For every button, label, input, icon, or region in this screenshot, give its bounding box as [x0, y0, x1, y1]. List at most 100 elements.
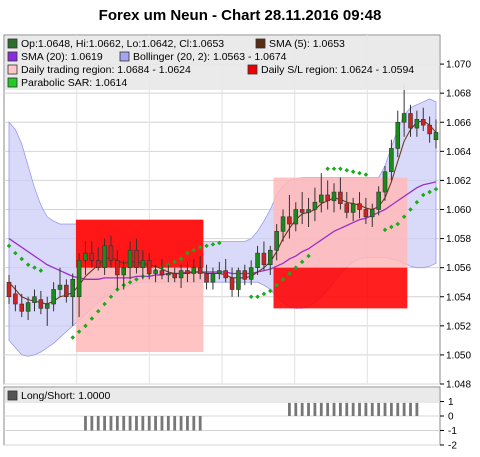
candle-body — [153, 270, 158, 274]
candle-body — [172, 273, 177, 279]
y-tick-label: 1.058 — [446, 234, 471, 245]
candle-body — [350, 203, 356, 213]
candle-body — [299, 209, 305, 213]
legend-swatch — [7, 38, 18, 49]
long-short-bar — [294, 401, 298, 416]
sub-y-tick-label: 1 — [448, 397, 454, 408]
long-short-bar — [389, 401, 393, 416]
legend: Op:1.0648, Hi:1.0662, Lo:1.0642, Cl:1.06… — [5, 36, 439, 90]
candle-body — [127, 249, 133, 268]
sar-dot — [414, 199, 420, 205]
legend-swatch — [247, 64, 258, 75]
long-short-bar — [84, 416, 87, 431]
candle-body — [64, 284, 69, 298]
candle-body — [159, 270, 165, 276]
y-tick-label: 1.066 — [446, 118, 471, 129]
candle-body — [178, 270, 184, 279]
candle-body — [121, 267, 126, 276]
long-short-bar — [326, 401, 330, 416]
legend-swatch — [7, 64, 18, 75]
sar-dot — [363, 172, 369, 177]
candle-body — [166, 273, 171, 276]
sub-y-tick-label: -2 — [448, 441, 457, 452]
legend-swatch — [255, 38, 266, 49]
long-short-bar — [135, 416, 138, 431]
sar-dot — [357, 170, 362, 176]
long-short-bar — [288, 401, 291, 416]
long-short-bar — [122, 416, 126, 431]
legend-swatch — [7, 77, 18, 88]
sar-dot — [299, 259, 305, 265]
long-short-bar — [141, 416, 145, 431]
long-short-bar — [300, 401, 304, 416]
sar-dot — [134, 277, 139, 282]
chart-title: Forex um Neun - Chart 28.11.2016 09:48 — [99, 7, 382, 24]
candle-body — [95, 260, 101, 268]
candle-body — [408, 113, 413, 129]
long-short-bars — [84, 401, 419, 431]
sar-dot — [401, 214, 407, 220]
sl-region — [75, 219, 204, 268]
long-short-bar — [409, 401, 412, 416]
candle-body — [293, 209, 299, 225]
candle-body — [331, 191, 337, 202]
legend-label: Daily S/L region: 1.0624 - 1.0594 — [261, 64, 414, 76]
regions — [75, 177, 408, 353]
long-short-bar — [109, 416, 113, 431]
candle-body — [389, 148, 394, 172]
candle-body — [134, 249, 139, 268]
long-short-bar — [345, 401, 349, 416]
candle-body — [427, 124, 432, 135]
candle-body — [344, 203, 350, 213]
sub-y-tick-label: -1 — [448, 426, 457, 437]
y-tick-label: 1.060 — [446, 205, 471, 216]
long-short-bar — [192, 416, 196, 431]
y-axis-ticks: 1.070 1.068 1.066 1.064 1.062 1.060 1.058 1.056… — [440, 60, 471, 391]
candle-body — [217, 270, 222, 274]
sub-legend: Long/Short: 1.0000 — [5, 388, 439, 403]
long-short-bar — [332, 401, 336, 416]
candle-body — [382, 171, 388, 193]
sar-dot — [127, 279, 133, 285]
sar-dot — [255, 294, 260, 300]
sar-dot — [274, 282, 279, 288]
sar-dot — [248, 294, 254, 300]
candle-body — [140, 260, 146, 268]
candle-body — [363, 209, 369, 218]
y-tick-label: 1.070 — [446, 60, 471, 71]
legend-swatch — [7, 51, 18, 62]
candle-body — [13, 293, 18, 305]
sar-dot — [172, 259, 177, 265]
candle-body — [210, 273, 216, 283]
legend-label: Op:1.0648, Hi:1.0662, Lo:1.0642, Cl:1.06… — [21, 38, 224, 50]
y-tick-label: 1.062 — [446, 176, 471, 187]
candle-body — [369, 209, 375, 218]
legend-label: SMA (5): 1.0653 — [269, 38, 345, 50]
candle-body — [325, 194, 330, 202]
candle-body — [306, 209, 311, 213]
candle-body — [229, 277, 235, 290]
y-tick-label: 1.052 — [446, 321, 471, 332]
long-short-bar — [402, 401, 406, 416]
sar-dot — [268, 288, 273, 294]
candle-body — [57, 284, 63, 290]
candle-body — [197, 267, 203, 274]
y-tick-label: 1.064 — [446, 147, 471, 158]
sar-dot — [32, 265, 37, 270]
y-tick-label: 1.068 — [446, 89, 471, 100]
sar-dot — [70, 335, 75, 340]
long-short-bar — [370, 401, 374, 416]
long-short-bar — [364, 401, 368, 416]
long-short-bar — [166, 416, 170, 431]
sar-dot — [433, 186, 439, 192]
long-short-bar — [179, 416, 183, 431]
candle-body — [102, 245, 107, 268]
candle-body — [287, 216, 292, 225]
candle-body — [115, 260, 120, 276]
legend-label: Bollinger (20, 2): 1.0563 - 1.0674 — [133, 51, 287, 63]
sar-dot — [178, 256, 184, 262]
long-short-bar — [377, 401, 381, 416]
long-short-bar — [351, 401, 355, 416]
long-short-bar — [198, 416, 202, 431]
candle-body — [312, 201, 318, 210]
